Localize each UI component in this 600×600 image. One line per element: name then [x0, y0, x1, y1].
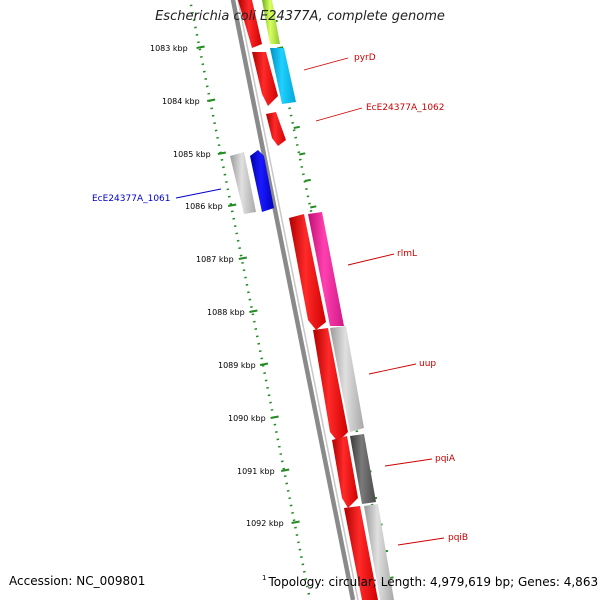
gene-label-pyrD: pyrD [354, 53, 376, 63]
gene-arrow [344, 506, 378, 600]
major-tick [207, 98, 216, 102]
major-tick [228, 203, 237, 207]
major-tick [217, 151, 226, 155]
leader-line [384, 458, 433, 467]
major-tick [196, 45, 205, 49]
scale-label: 1089 kbp [218, 361, 256, 370]
map-title: Escherichia coli E24377A, complete genom… [155, 9, 445, 24]
scale-label: 1085 kbp [173, 150, 211, 159]
gene-label-EcE24377A_1061: EcE24377A_1061 [92, 194, 171, 204]
gene-label-rlmL: rlmL [397, 249, 417, 259]
gene-arrow-pqiA [350, 434, 376, 504]
accession-text: Accession: NC_009801 [9, 574, 146, 588]
reverse-tick-track [188, 0, 312, 600]
scale-label: 1084 kbp [162, 97, 200, 106]
minor-tick [304, 178, 311, 182]
position-marker: 1 [262, 574, 267, 582]
leader-line [303, 57, 349, 71]
gene-arrow-EcE24377A_1061 [250, 150, 274, 212]
leader-line [175, 188, 222, 199]
gene-arrow [238, 0, 262, 48]
major-tick [281, 468, 290, 472]
topology-text: Topology: circular; Length: 4,979,619 bp… [268, 575, 599, 589]
gene-arrow-rlmL [308, 212, 344, 326]
gene-arrow-EcE24377A_1062 [266, 112, 286, 146]
major-tick [270, 415, 279, 419]
gene-label-pqiA: pqiA [435, 454, 456, 464]
leader-line [368, 363, 417, 375]
leader-line [347, 253, 395, 266]
major-tick [238, 256, 247, 260]
gene-arrow [332, 436, 358, 508]
backbone-line-inner [237, 0, 359, 600]
major-tick [291, 520, 300, 524]
backbone-line [230, 0, 356, 600]
gene-label-EcE24377A_1062: EcE24377A_1062 [366, 103, 445, 113]
gene-arrow [313, 328, 348, 442]
leader-line [315, 107, 363, 122]
gene-arrow [262, 0, 280, 44]
scale-label: 1091 kbp [237, 467, 275, 476]
leader-line [397, 537, 445, 546]
scale-label: 1083 kbp [150, 44, 188, 53]
minor-tick [299, 152, 306, 156]
genome-summary: 1 Topology: circular; Length: 4,979,619 b… [262, 574, 598, 589]
gene-arrow [270, 48, 296, 104]
gene-label-pqiB: pqiB [448, 533, 468, 543]
scale-label: 1087 kbp [196, 255, 234, 264]
gene-arrow [230, 152, 256, 214]
gene-arrow [289, 214, 326, 330]
gene-arrow-pyrD [252, 52, 278, 106]
scale-label: 1090 kbp [228, 414, 266, 423]
major-tick [249, 309, 258, 313]
minor-tick [310, 205, 317, 209]
scale-label: 1086 kbp [185, 202, 223, 211]
gene-arrow-uup [330, 326, 364, 432]
minor-tick [293, 125, 300, 129]
major-tick [259, 362, 269, 366]
gene-arrow-pqiB [364, 504, 394, 600]
gene-label-uup: uup [419, 359, 436, 369]
major-ticks [196, 45, 300, 524]
scale-label: 1088 kbp [207, 308, 245, 317]
scale-label: 1092 kbp [246, 519, 284, 528]
